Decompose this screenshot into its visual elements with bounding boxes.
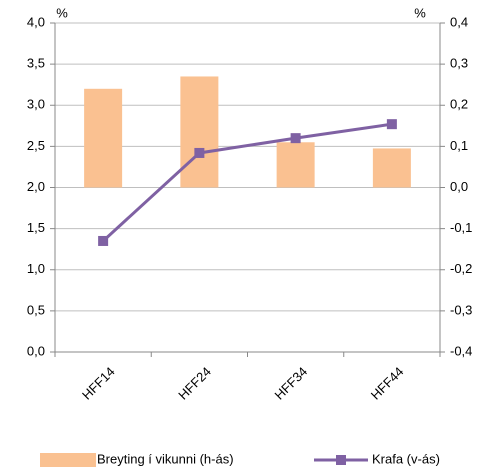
y2-axis-unit: % — [414, 5, 426, 20]
y-tick-label: 0,5 — [27, 302, 45, 317]
y-tick-label: 3,5 — [27, 56, 45, 71]
bar — [84, 88, 123, 188]
bar — [180, 76, 219, 188]
y-tick-label: 2,0 — [27, 179, 45, 194]
y2-tick-label: 0,1 — [450, 138, 468, 153]
y2-tick-label: 0,0 — [450, 179, 468, 194]
y2-tick-label: -0,3 — [450, 302, 472, 317]
x-tick-label: HFF44 — [368, 364, 407, 403]
x-tick-label: HFF14 — [79, 364, 118, 403]
x-tick-label: HFF24 — [175, 364, 214, 403]
y-tick-label: 3,0 — [27, 97, 45, 112]
legend-label: Krafa (v-ás) — [372, 451, 440, 466]
y-tick-label: 4,0 — [27, 14, 45, 29]
y-tick-label: 1,0 — [27, 261, 45, 276]
legend-label: Breyting í vikunni (h-ás) — [97, 451, 234, 466]
marker — [386, 119, 397, 130]
y2-tick-label: -0,2 — [450, 261, 472, 276]
y-tick-label: 2,5 — [27, 138, 45, 153]
y-tick-label: 1,5 — [27, 220, 45, 235]
marker — [194, 147, 205, 158]
legend-swatch — [40, 453, 96, 467]
y2-tick-label: -0,4 — [450, 343, 472, 358]
x-tick-label: HFF34 — [271, 364, 310, 403]
y2-tick-label: -0,1 — [450, 220, 472, 235]
legend-marker — [336, 455, 346, 465]
y-axis-unit: % — [56, 5, 68, 20]
marker — [98, 235, 109, 246]
y2-tick-label: 0,4 — [450, 14, 468, 29]
bar — [372, 148, 411, 188]
bar — [276, 142, 315, 188]
marker — [290, 133, 301, 144]
line — [102, 122, 393, 243]
y2-tick-label: 0,2 — [450, 97, 468, 112]
y2-tick-label: 0,3 — [450, 56, 468, 71]
y-tick-label: 0,0 — [27, 343, 45, 358]
